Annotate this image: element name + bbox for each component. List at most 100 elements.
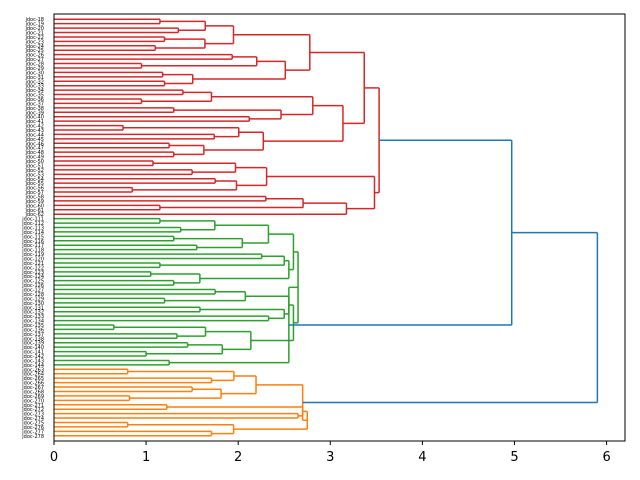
leaf-label: jdoc-115	[21, 234, 44, 240]
leaf-label: jdoc-125	[21, 279, 44, 285]
leaf-label: jdoc-41	[24, 119, 44, 125]
leaf-label: jdoc-140	[21, 345, 44, 351]
x-tick-label: 2	[234, 450, 242, 465]
leaf-label: jdoc-128	[21, 292, 44, 298]
leaf-label: jdoc-116	[21, 239, 44, 245]
leaf-label: jdoc-36	[24, 97, 44, 103]
x-tick-label: 5	[510, 450, 518, 465]
leaf-label: jdoc-112	[21, 221, 44, 227]
leaf-label: jdoc-30	[24, 70, 44, 76]
x-tick-label: 1	[142, 450, 150, 465]
leaf-label: jdoc-126	[21, 283, 44, 289]
leaf-label: jdoc-137	[21, 332, 44, 338]
leaf-label: jdoc-57	[24, 190, 44, 196]
leaf-label: jdoc-40	[24, 115, 44, 121]
leaf-label: jdoc-275	[21, 420, 44, 426]
leaf-label: jdoc-113	[21, 226, 44, 232]
leaf-label: jdoc-135	[21, 323, 44, 329]
leaf-label: jdoc-265	[21, 376, 44, 382]
plot-frame	[53, 13, 626, 442]
leaf-label: jdoc-19	[24, 22, 44, 28]
leaf-label: jdoc-127	[21, 288, 44, 294]
x-axis: 0 1 2 3 4 5 6	[50, 441, 611, 465]
leaf-label: jdoc-130	[21, 301, 44, 307]
leaf-label: jdoc-276	[21, 425, 44, 431]
leaf-label: jdoc-121	[21, 261, 44, 267]
leaf-label: jdoc-18	[24, 17, 44, 23]
leaf-label: jdoc-32	[24, 79, 44, 85]
leaf-label: jdoc-33	[24, 84, 44, 90]
leaf-label: jdoc-51	[24, 163, 44, 169]
leaf-labels: jdoc-18jdoc-19jdoc-20jdoc-21jdoc-22jdoc-…	[21, 17, 44, 440]
leaf-label: jdoc-124	[21, 274, 44, 280]
leaf-label: jdoc-114	[21, 230, 44, 236]
leaf-label: jdoc-25	[24, 48, 44, 54]
leaf-label: jdoc-118	[21, 248, 44, 254]
leaf-label: jdoc-132	[21, 310, 44, 316]
leaf-label: jdoc-28	[24, 62, 44, 68]
leaf-label: jdoc-59	[24, 199, 44, 205]
leaf-label: jdoc-38	[24, 106, 44, 112]
leaf-label: jdoc-43	[24, 128, 44, 134]
leaf-label: jdoc-143	[21, 358, 44, 364]
leaf-label: jdoc-22	[24, 35, 44, 41]
leaf-label: jdoc-54	[24, 177, 44, 183]
x-tick-label: 3	[326, 450, 334, 465]
leaf-label: jdoc-24	[24, 44, 44, 50]
leaf-label: jdoc-270	[21, 398, 44, 404]
leaf-label: jdoc-120	[21, 257, 44, 263]
leaf-label: jdoc-141	[21, 350, 44, 356]
leaf-label: jdoc-23	[24, 39, 44, 45]
leaf-label: jdoc-27	[24, 57, 44, 63]
leaf-label: jdoc-271	[21, 403, 44, 409]
leaf-label: jdoc-129	[21, 296, 44, 302]
leaf-label: jdoc-37	[24, 101, 44, 107]
leaf-label: jdoc-31	[24, 75, 44, 81]
leaf-label: jdoc-61	[24, 208, 44, 214]
leaf-label: jdoc-20	[24, 26, 44, 32]
leaf-label: jdoc-56	[24, 186, 44, 192]
leaf-label: jdoc-62	[24, 212, 44, 218]
leaf-label: jdoc-111	[21, 217, 44, 223]
leaf-label: jdoc-21	[24, 31, 44, 37]
x-tick-label: 0	[50, 450, 58, 465]
leaf-label: jdoc-26	[24, 53, 44, 59]
leaf-label: jdoc-274	[21, 416, 44, 422]
leaf-label: jdoc-144	[21, 363, 44, 369]
leaf-label: jdoc-34	[24, 88, 44, 94]
leaf-label: jdoc-136	[21, 327, 44, 333]
leaf-label: jdoc-46	[24, 141, 44, 147]
leaf-label: jdoc-134	[21, 319, 44, 325]
leaf-label: jdoc-122	[21, 265, 44, 271]
x-tick-label: 6	[602, 450, 610, 465]
leaf-label: jdoc-60	[24, 203, 44, 209]
leaf-label: jdoc-35	[24, 93, 44, 99]
leaf-label: jdoc-277	[21, 429, 44, 435]
leaf-label: jdoc-50	[24, 159, 44, 165]
leaf-label: jdoc-52	[24, 168, 44, 174]
leaf-label: jdoc-142	[21, 354, 44, 360]
leaf-label: jdoc-42	[24, 124, 44, 130]
leaf-label: jdoc-264	[21, 372, 44, 378]
leaf-label: jdoc-44	[24, 132, 44, 138]
leaf-label: jdoc-278	[21, 434, 44, 440]
leaf-label: jdoc-47	[24, 146, 44, 152]
leaf-label: jdoc-53	[24, 172, 44, 178]
leaf-label: jdoc-48	[24, 150, 44, 156]
leaf-label: jdoc-133	[21, 314, 44, 320]
leaf-label: jdoc-268	[21, 389, 44, 395]
x-tick-label: 4	[418, 450, 426, 465]
leaf-label: jdoc-266	[21, 381, 44, 387]
leaf-label: jdoc-263	[21, 367, 44, 373]
leaf-label: jdoc-123	[21, 270, 44, 276]
leaf-label: jdoc-29	[24, 66, 44, 72]
leaf-label: jdoc-39	[24, 110, 44, 116]
leaf-label: jdoc-58	[24, 194, 44, 200]
leaf-label: jdoc-45	[24, 137, 44, 143]
leaf-label: jdoc-49	[24, 155, 44, 161]
leaf-label: jdoc-138	[21, 336, 44, 342]
leaf-label: jdoc-269	[21, 394, 44, 400]
leaf-label: jdoc-267	[21, 385, 44, 391]
leaf-label: jdoc-119	[21, 252, 44, 258]
leaf-label: jdoc-139	[21, 341, 44, 347]
